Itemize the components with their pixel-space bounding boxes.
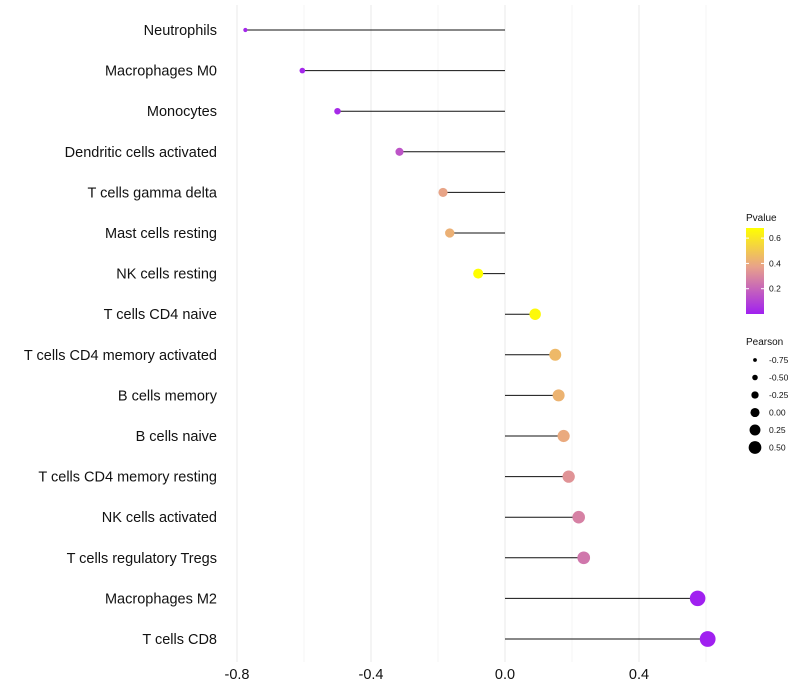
data-point: [572, 510, 585, 524]
size-legend-point: [753, 358, 757, 362]
category-label: NK cells resting: [116, 267, 217, 283]
pvalue-legend: Pvalue 0.2 0.4 0.6: [746, 213, 781, 314]
x-tick-label: -0.8: [225, 667, 250, 683]
colorbar-tick-label: 0.4: [769, 258, 781, 268]
data-point: [529, 308, 541, 320]
size-legend-label: 0.50: [769, 443, 786, 453]
category-label: Dendritic cells activated: [65, 145, 217, 161]
category-label: Macrophages M0: [105, 64, 217, 80]
pvalue-legend-title: Pvalue: [746, 213, 777, 224]
data-point: [243, 27, 248, 33]
data-point: [552, 389, 565, 402]
size-legend-label: 0.25: [769, 425, 786, 435]
x-axis-labels: -0.8 -0.4 0.0 0.4: [225, 667, 650, 683]
category-label: Monocytes: [147, 104, 217, 120]
category-label: T cells CD8: [142, 632, 217, 648]
size-legend-point: [749, 424, 761, 436]
lollipop-points: [243, 27, 716, 647]
grid-lines: [236, 5, 707, 662]
category-label: T cells CD4 memory activated: [24, 348, 217, 364]
x-tick-label: -0.4: [359, 667, 384, 683]
size-legend-point: [751, 391, 759, 399]
category-label: T cells gamma delta: [88, 185, 218, 201]
size-legend-label: -0.50: [769, 373, 789, 383]
size-legend-point: [752, 374, 758, 381]
size-legend-point: [748, 441, 762, 454]
pearson-legend: Pearson -0.75 -0.50 -0.25 0.00 0.25 0.50: [746, 337, 789, 454]
data-point: [473, 268, 484, 279]
category-label: Mast cells resting: [105, 226, 217, 242]
data-point: [562, 470, 575, 483]
data-point: [438, 187, 448, 197]
size-legend-point: [750, 407, 760, 418]
category-label: Neutrophils: [144, 23, 217, 39]
data-point: [299, 67, 306, 74]
pearson-legend-title: Pearson: [746, 337, 783, 348]
data-point: [689, 590, 706, 607]
x-tick-label: 0.0: [495, 667, 515, 683]
category-label: B cells naive: [136, 429, 217, 445]
category-label: NK cells activated: [102, 510, 217, 526]
size-legend-label: -0.75: [769, 355, 789, 365]
data-point: [395, 147, 404, 156]
lollipop-stems: [245, 29, 708, 640]
category-label: Macrophages M2: [105, 591, 217, 607]
data-point: [549, 348, 562, 361]
category-label: T cells CD4 naive: [104, 307, 217, 323]
x-tick-label: 0.4: [629, 667, 649, 683]
category-label: T cells regulatory Tregs: [67, 551, 217, 567]
colorbar-tick-label: 0.6: [769, 233, 781, 243]
category-label: T cells CD4 memory resting: [38, 470, 217, 486]
data-point: [445, 228, 455, 238]
size-legend-label: 0.00: [769, 408, 786, 418]
size-legend-label: -0.25: [769, 390, 789, 400]
pearson-legend-items: -0.75 -0.50 -0.25 0.00 0.25 0.50: [748, 355, 789, 454]
data-point: [699, 631, 716, 647]
category-label: B cells memory: [118, 388, 218, 404]
data-point: [334, 107, 341, 115]
data-point: [557, 429, 570, 443]
colorbar-tick-label: 0.2: [769, 284, 781, 294]
data-point: [577, 551, 591, 565]
pvalue-colorbar: [746, 228, 764, 314]
pvalue-colorbar-ticks: 0.2 0.4 0.6: [746, 233, 781, 294]
y-axis-labels: Neutrophils Macrophages M0 Monocytes Dendri…: [24, 23, 218, 648]
